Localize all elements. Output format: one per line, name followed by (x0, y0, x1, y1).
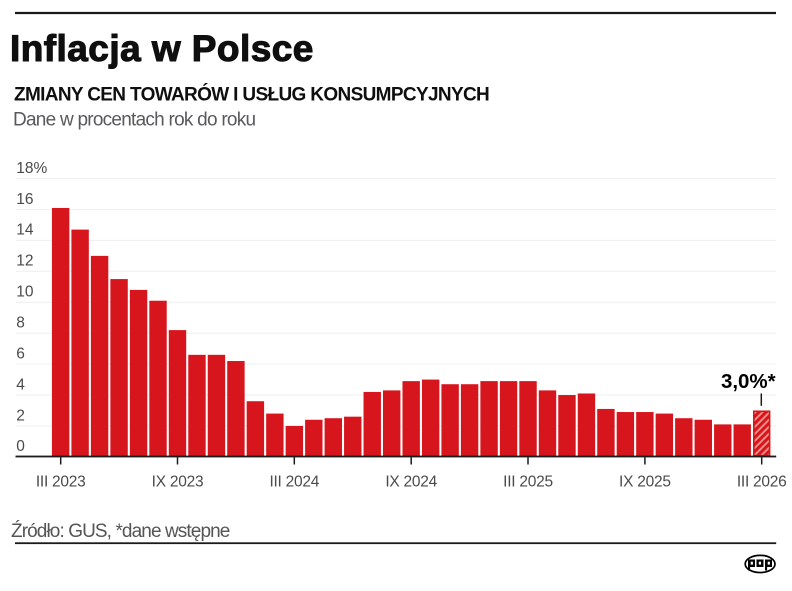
svg-text:18%: 18% (16, 160, 47, 177)
svg-text:IX 2024: IX 2024 (385, 473, 437, 490)
svg-text:III 2023: III 2023 (36, 473, 86, 490)
svg-text:Dane w procentach rok do roku: Dane w procentach rok do roku (13, 109, 255, 130)
svg-text:14: 14 (16, 222, 34, 239)
svg-text:Źródło: GUS, *dane wstępne: Źródło: GUS, *dane wstępne (11, 521, 230, 542)
svg-text:III 2025: III 2025 (503, 473, 553, 490)
svg-text:3,0%*: 3,0%* (721, 370, 776, 393)
svg-text:III 2024: III 2024 (269, 473, 319, 490)
svg-text:8: 8 (16, 314, 25, 331)
svg-text:10: 10 (16, 284, 34, 301)
svg-text:III 2026: III 2026 (737, 473, 787, 490)
svg-text:IX 2025: IX 2025 (619, 473, 671, 490)
svg-text:Inflacja w Polsce: Inflacja w Polsce (10, 28, 314, 69)
svg-text:4: 4 (16, 376, 25, 393)
svg-text:IX 2023: IX 2023 (152, 473, 204, 490)
svg-text:0: 0 (16, 438, 25, 455)
svg-text:2: 2 (16, 407, 25, 424)
svg-text:12: 12 (16, 253, 33, 270)
svg-text:6: 6 (16, 345, 25, 362)
svg-text:16: 16 (16, 191, 33, 208)
svg-text:ZMIANY CEN TOWARÓW I USŁUG KON: ZMIANY CEN TOWARÓW I USŁUG KONSUMPCYJNYC… (14, 83, 489, 105)
